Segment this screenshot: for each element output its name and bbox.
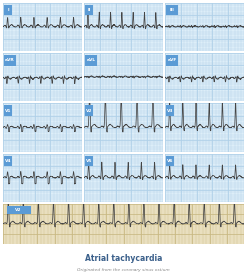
Text: Originated from the coronary sinus ostium: Originated from the coronary sinus ostiu…: [77, 268, 170, 272]
Text: Atrial tachycardia: Atrial tachycardia: [85, 255, 162, 263]
